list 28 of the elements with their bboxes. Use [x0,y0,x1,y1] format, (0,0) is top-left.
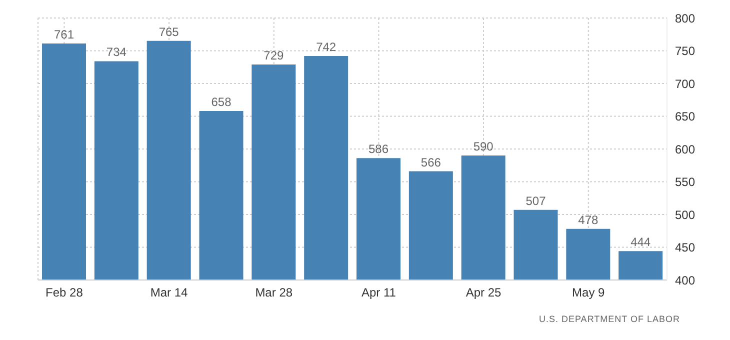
data-label: 590 [473,140,494,154]
y-tick-label: 400 [675,273,696,288]
x-tick-label: Feb 28 [46,286,84,300]
data-label: 729 [264,48,284,63]
y-tick-label: 750 [675,44,696,58]
y-tick-label: 450 [675,240,696,255]
data-label: 761 [54,28,74,42]
data-label: 507 [526,194,546,208]
data-label: 586 [368,142,389,156]
data-label: 742 [316,40,336,54]
y-tick-label: 650 [675,110,696,124]
data-label: 444 [630,235,651,250]
x-tick-label: Apr 11 [361,286,396,300]
x-tick-label: May 9 [572,286,606,300]
x-tick-label: Mar 28 [255,286,293,300]
data-label: 765 [158,24,180,39]
x-tick-label: Apr 25 [466,286,502,300]
data-label: 734 [106,45,127,60]
text: U.S. DEPARTMENT OF LABOR [538,314,680,324]
y-tick-label: 800 [675,11,696,26]
data-label: 478 [578,212,598,227]
y-tick-label: 600 [675,142,696,156]
data-label: 658 [211,95,232,110]
y-tick-label: 700 [675,76,696,91]
y-tick-label: 550 [675,175,696,190]
data-label: 566 [420,155,442,170]
x-tick-label: Mar 14 [150,286,188,300]
y-tick-label: 500 [675,208,696,222]
